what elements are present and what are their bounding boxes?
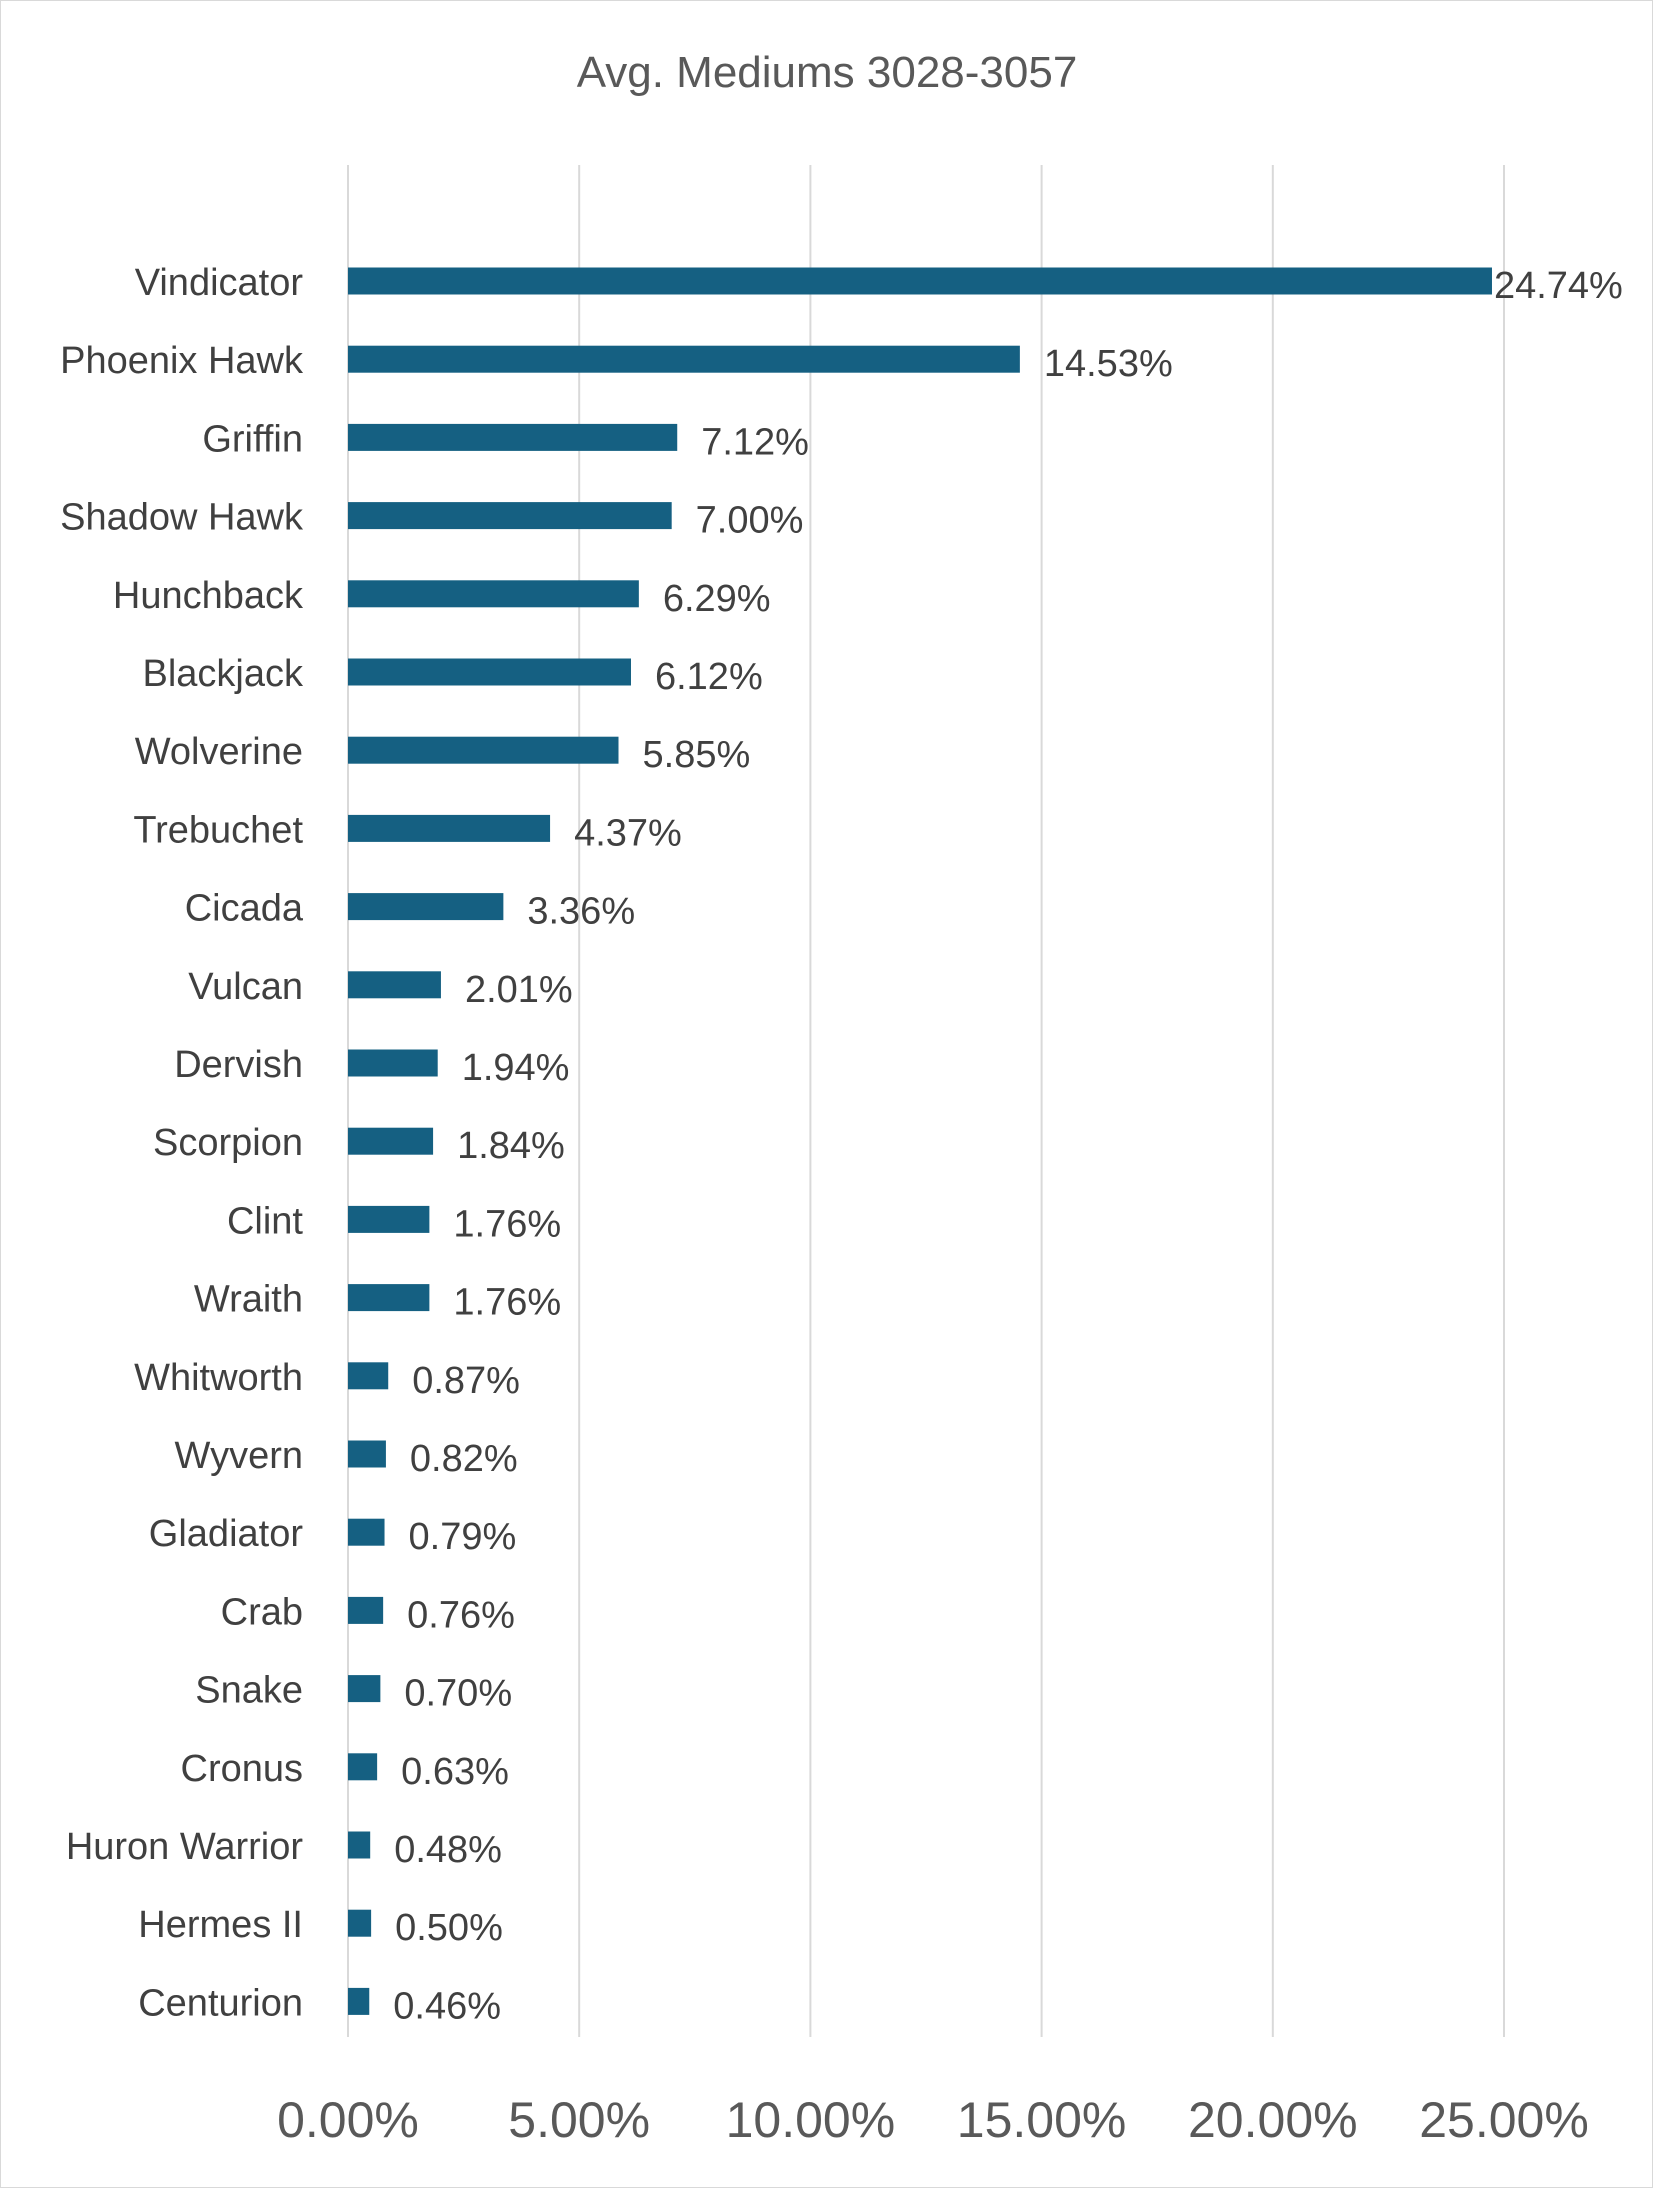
category-label: Gladiator [149, 1513, 304, 1555]
data-label: 0.50% [395, 1907, 503, 1949]
bar [348, 502, 672, 530]
bars [348, 267, 1492, 2015]
x-tick-label: 25.00% [1419, 2092, 1589, 2148]
data-label: 3.36% [527, 891, 635, 933]
data-label: 7.00% [696, 500, 804, 542]
data-label: 0.48% [394, 1829, 502, 1871]
data-label: 1.76% [453, 1282, 561, 1324]
category-label: Centurion [138, 1982, 303, 2024]
category-label: Scorpion [153, 1122, 303, 1164]
data-label: 5.85% [643, 734, 751, 776]
bar [348, 1675, 381, 1703]
data-label: 0.87% [412, 1360, 520, 1402]
data-labels: 24.74% 14.53% 7.12% 7.00% 6.29% 6.12% 5.85% 4.3… [393, 265, 1623, 2027]
data-label: 2.01% [465, 969, 573, 1011]
x-tick-label: 20.00% [1188, 2092, 1358, 2148]
category-label: Hermes II [138, 1904, 303, 1946]
bar [348, 1831, 371, 1859]
category-label: Phoenix Hawk [60, 340, 304, 382]
category-label: Clint [227, 1200, 303, 1242]
category-label: Cicada [185, 888, 304, 930]
bar [348, 736, 619, 764]
category-label: Shadow Hawk [60, 497, 304, 539]
bar [348, 423, 678, 451]
bar [348, 1440, 386, 1468]
data-label: 6.29% [663, 578, 771, 620]
data-label: 14.53% [1044, 343, 1173, 385]
category-label: Whitworth [134, 1357, 303, 1399]
category-label: Wraith [194, 1279, 303, 1321]
x-tick-label: 10.00% [726, 2092, 896, 2148]
data-label: 0.82% [410, 1438, 518, 1480]
category-label: Dervish [174, 1044, 303, 1086]
data-label: 1.84% [457, 1125, 565, 1167]
data-label: 1.94% [462, 1047, 570, 1089]
data-label: 1.76% [453, 1203, 561, 1245]
bar [348, 1596, 384, 1624]
data-label: 4.37% [574, 812, 682, 854]
data-label: 0.76% [407, 1594, 515, 1636]
data-label: 0.46% [393, 1985, 501, 2027]
category-label: Snake [195, 1670, 303, 1712]
bar [348, 1284, 430, 1312]
bar [348, 971, 441, 999]
bar [348, 1127, 434, 1155]
data-label: 24.74% [1494, 265, 1623, 307]
category-label: Huron Warrior [66, 1826, 304, 1868]
bar [348, 1909, 372, 1937]
data-label: 0.70% [404, 1673, 512, 1715]
bar [348, 814, 551, 842]
bar [348, 1518, 385, 1546]
data-label: 6.12% [655, 656, 763, 698]
category-label: Blackjack [143, 653, 304, 695]
bar [348, 1362, 389, 1390]
category-label: Crab [221, 1591, 303, 1633]
x-tick-label: 15.00% [957, 2092, 1127, 2148]
chart-title: Avg. Mediums 3028-3057 [577, 48, 1078, 97]
data-label: 7.12% [701, 421, 809, 463]
bar [348, 580, 639, 608]
category-label: Vulcan [188, 966, 303, 1008]
bar [348, 267, 1492, 295]
category-label: Wyvern [175, 1435, 303, 1477]
bar [348, 893, 504, 921]
category-label: Cronus [181, 1748, 304, 1790]
category-label: Hunchback [113, 575, 304, 617]
bar [348, 1753, 378, 1781]
bar [348, 1049, 438, 1077]
data-label: 0.79% [409, 1516, 517, 1558]
category-label: Wolverine [135, 731, 303, 773]
bar [348, 1987, 370, 2015]
bar [348, 1205, 430, 1233]
category-label: Vindicator [135, 262, 304, 304]
category-label: Trebuchet [133, 809, 303, 851]
x-axis-tick-labels: 0.00% 5.00% 10.00% 15.00% 20.00% 25.00% [277, 2092, 1589, 2148]
bar [348, 658, 631, 686]
data-label: 0.63% [401, 1751, 509, 1793]
x-tick-label: 5.00% [508, 2092, 650, 2148]
gridlines [347, 165, 1505, 2037]
category-labels: Vindicator Phoenix Hawk Griffin Shadow Hawk… [60, 262, 304, 2024]
bar [348, 345, 1020, 373]
x-tick-label: 0.00% [277, 2092, 419, 2148]
category-label: Griffin [202, 418, 303, 460]
